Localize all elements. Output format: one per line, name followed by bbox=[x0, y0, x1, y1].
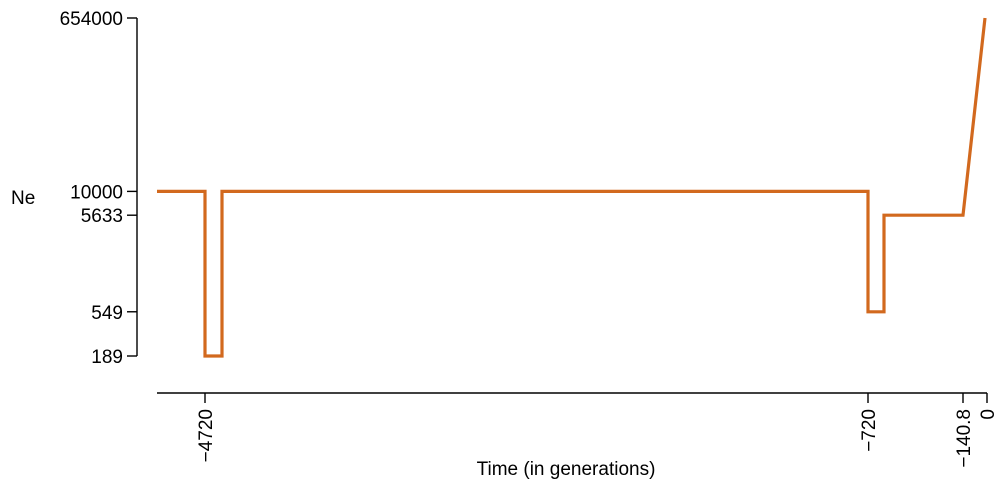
y-tick-label: 189 bbox=[91, 347, 123, 368]
x-axis-label: Time (in generations) bbox=[477, 459, 656, 480]
y-tick-label: 654000 bbox=[60, 9, 123, 30]
x-tick-label: −140.8 bbox=[954, 409, 975, 468]
y-axis: 189 549 5633 10000 654000 bbox=[60, 9, 138, 368]
x-tick-label: 0 bbox=[978, 409, 997, 420]
x-tick-label: −720 bbox=[859, 409, 880, 452]
y-tick-label: 5633 bbox=[81, 206, 123, 227]
x-tick-label: −4720 bbox=[196, 409, 217, 462]
y-axis-label: Ne bbox=[11, 188, 35, 209]
y-tick-label: 549 bbox=[91, 303, 123, 324]
series-line bbox=[157, 17, 987, 358]
plot-area bbox=[157, 17, 987, 358]
y-tick-label: 10000 bbox=[70, 182, 123, 203]
x-axis: −4720 −720 −140.8 0 bbox=[157, 392, 997, 468]
